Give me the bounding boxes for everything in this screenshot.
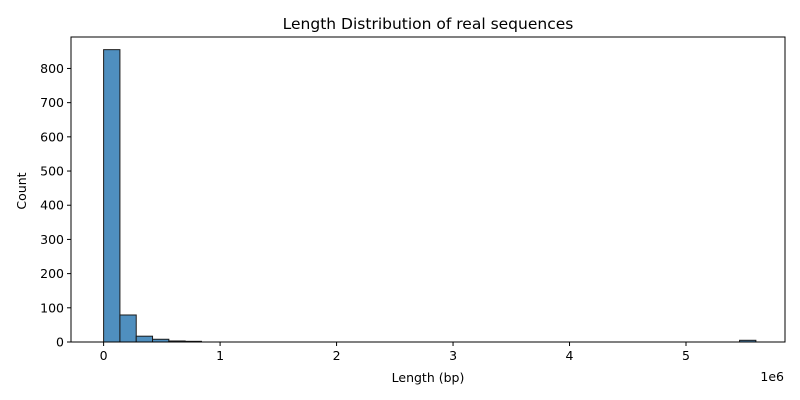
x-tick-label: 3 [449,348,457,363]
y-axis-ticks: 0 100 200 300 400 500 600 700 800 [40,61,71,350]
y-axis-label: Count [14,172,29,209]
x-tick-label: 1 [216,348,224,363]
x-axis-ticks: 0 1 2 3 4 5 [100,342,690,363]
plot-frame [70,36,786,343]
y-tick-label: 500 [40,164,64,179]
y-tick-label: 300 [40,232,64,247]
y-tick-label: 800 [40,61,64,76]
chart-title: Length Distribution of real sequences [283,15,574,33]
x-tick-label: 4 [566,348,574,363]
x-axis-label: Length (bp) [392,370,465,385]
histogram-bar [135,335,154,343]
x-tick-label: 0 [100,348,108,363]
y-tick-label: 100 [40,300,64,315]
y-tick-label: 700 [40,95,64,110]
histogram-bar [103,49,121,343]
histogram-bars [103,49,757,343]
x-tick-label: 2 [333,348,341,363]
y-tick-label: 600 [40,129,64,144]
y-tick-label: 400 [40,198,64,213]
x-tick-label: 5 [682,348,690,363]
x-axis-offset-label: 1e6 [760,369,784,384]
histogram-bar [119,314,137,343]
y-tick-label: 0 [56,335,64,350]
y-tick-label: 200 [40,266,64,281]
